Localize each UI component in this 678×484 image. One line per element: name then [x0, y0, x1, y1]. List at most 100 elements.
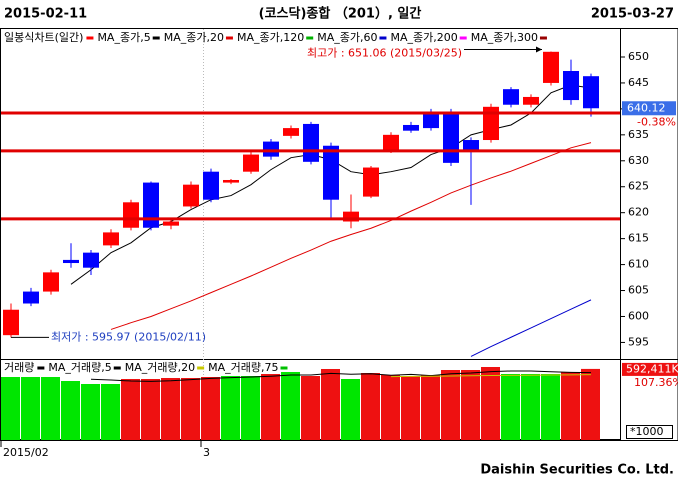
ma-line: [90, 370, 592, 382]
legend-label: MA_종가,20: [164, 31, 224, 44]
legend-label: MA_거래량,20: [125, 361, 195, 374]
volume-bar: [181, 377, 200, 440]
candle-body: [463, 140, 479, 150]
candle-body: [203, 171, 219, 200]
volume-bar: [281, 371, 300, 440]
y-tick-label: 605: [628, 284, 649, 297]
volume-bar: [301, 376, 320, 440]
last-volume-box: [622, 362, 678, 376]
y-tick-label: 645: [628, 76, 649, 89]
low-label: 최저가 : 595.97 (2015/02/11): [51, 330, 206, 343]
last-price-box: [622, 101, 676, 116]
volume-bar: [561, 371, 580, 440]
y-tick-label: 615: [628, 232, 649, 245]
unit-label: *1000: [630, 425, 664, 438]
y-tick-label: 610: [628, 258, 649, 271]
legend-label: MA_종가,60: [317, 31, 377, 44]
candle-body: [283, 128, 299, 136]
y-tick-label: 635: [628, 128, 649, 141]
x-tick-label: 2015/02: [3, 446, 49, 459]
volume-bar: [241, 376, 260, 440]
candle-body: [183, 184, 199, 207]
legend-label: MA_종가,300: [471, 31, 538, 44]
volume-bar: [161, 377, 180, 440]
candle-body: [423, 114, 439, 129]
volume-bar: [41, 377, 60, 440]
start-date: 2015-02-11: [4, 7, 87, 22]
y-tick-label: 625: [628, 180, 649, 193]
candle-body: [563, 71, 579, 101]
candle-body: [503, 89, 519, 105]
volume-bar: [461, 370, 480, 440]
volume-bar: [261, 374, 280, 440]
volume-bar: [221, 376, 240, 440]
candle-body: [43, 272, 59, 292]
volume-bar: [141, 379, 160, 440]
volume-bar: [441, 370, 460, 440]
candle-body: [143, 182, 159, 228]
candle-body: [323, 145, 339, 200]
ma-line: [470, 299, 592, 357]
y-tick-label: 650: [628, 50, 649, 63]
y-tick-label: 630: [628, 154, 649, 167]
candle-body: [543, 51, 559, 83]
candle-body: [443, 114, 459, 163]
last-price: 640.12: [627, 101, 666, 114]
end-date: 2015-03-27: [591, 7, 674, 22]
annotation-arrowhead: [536, 46, 542, 53]
volume-bar: [201, 377, 220, 440]
high-label: 최고가 : 651.06 (2015/03/25): [307, 46, 462, 59]
candle-body: [363, 167, 379, 197]
volume-bar: [501, 374, 520, 440]
candle-body: [403, 124, 419, 131]
volume-bar: [541, 374, 560, 440]
chart-title: (코스닥)종합 （201）, 일간: [259, 6, 422, 22]
volume-bar: [381, 374, 400, 440]
volume-bar: [481, 367, 500, 440]
footer: Daishin Securities Co. Ltd.: [480, 463, 674, 478]
legend-label: MA_종가,200: [390, 31, 457, 44]
candle-body: [383, 134, 399, 150]
candle-body: [123, 202, 139, 228]
volume-bar: [521, 374, 540, 440]
volume-bar: [341, 379, 360, 440]
ma-line: [390, 374, 592, 378]
candle-body: [483, 106, 499, 141]
last-volume: 592,411K: [626, 362, 678, 375]
volume-bar: [361, 373, 380, 440]
volume-bar: [401, 376, 420, 440]
ma-line: [110, 142, 592, 330]
volume-bar: [61, 380, 80, 440]
candle-body: [163, 221, 179, 226]
volume-bar: [121, 379, 140, 440]
candle-body: [303, 123, 319, 162]
y-tick-label: 595: [628, 335, 649, 348]
y-tick-label: 600: [628, 309, 649, 322]
candle-body: [343, 211, 359, 222]
candle-body: [583, 76, 599, 109]
volume-bar: [421, 374, 440, 440]
volume-ratio: 107.36%: [634, 376, 678, 389]
legend-label: MA_거래량,5: [48, 361, 111, 374]
candle-body: [223, 179, 239, 183]
legend-label: MA_거래량,75: [208, 361, 278, 374]
unit-box: [626, 425, 673, 439]
candle-body: [83, 252, 99, 268]
volume-bar: [321, 368, 340, 440]
y-tick-label: 620: [628, 206, 649, 219]
candle-body: [103, 232, 119, 246]
x-tick-label: 3: [203, 446, 210, 459]
candle-body: [23, 291, 39, 304]
volume-bar: [21, 377, 40, 440]
volume-bar: [101, 383, 120, 440]
candle-body: [523, 96, 539, 105]
legend-title: 거래량: [4, 361, 34, 374]
candle-body: [3, 309, 19, 336]
volume-bar: [1, 377, 20, 440]
candle-body: [243, 154, 259, 172]
candle-body: [263, 141, 279, 157]
legend-label: MA_종가,120: [237, 31, 304, 44]
volume-bar: [81, 383, 100, 440]
legend-label: MA_종가,5: [97, 31, 150, 44]
